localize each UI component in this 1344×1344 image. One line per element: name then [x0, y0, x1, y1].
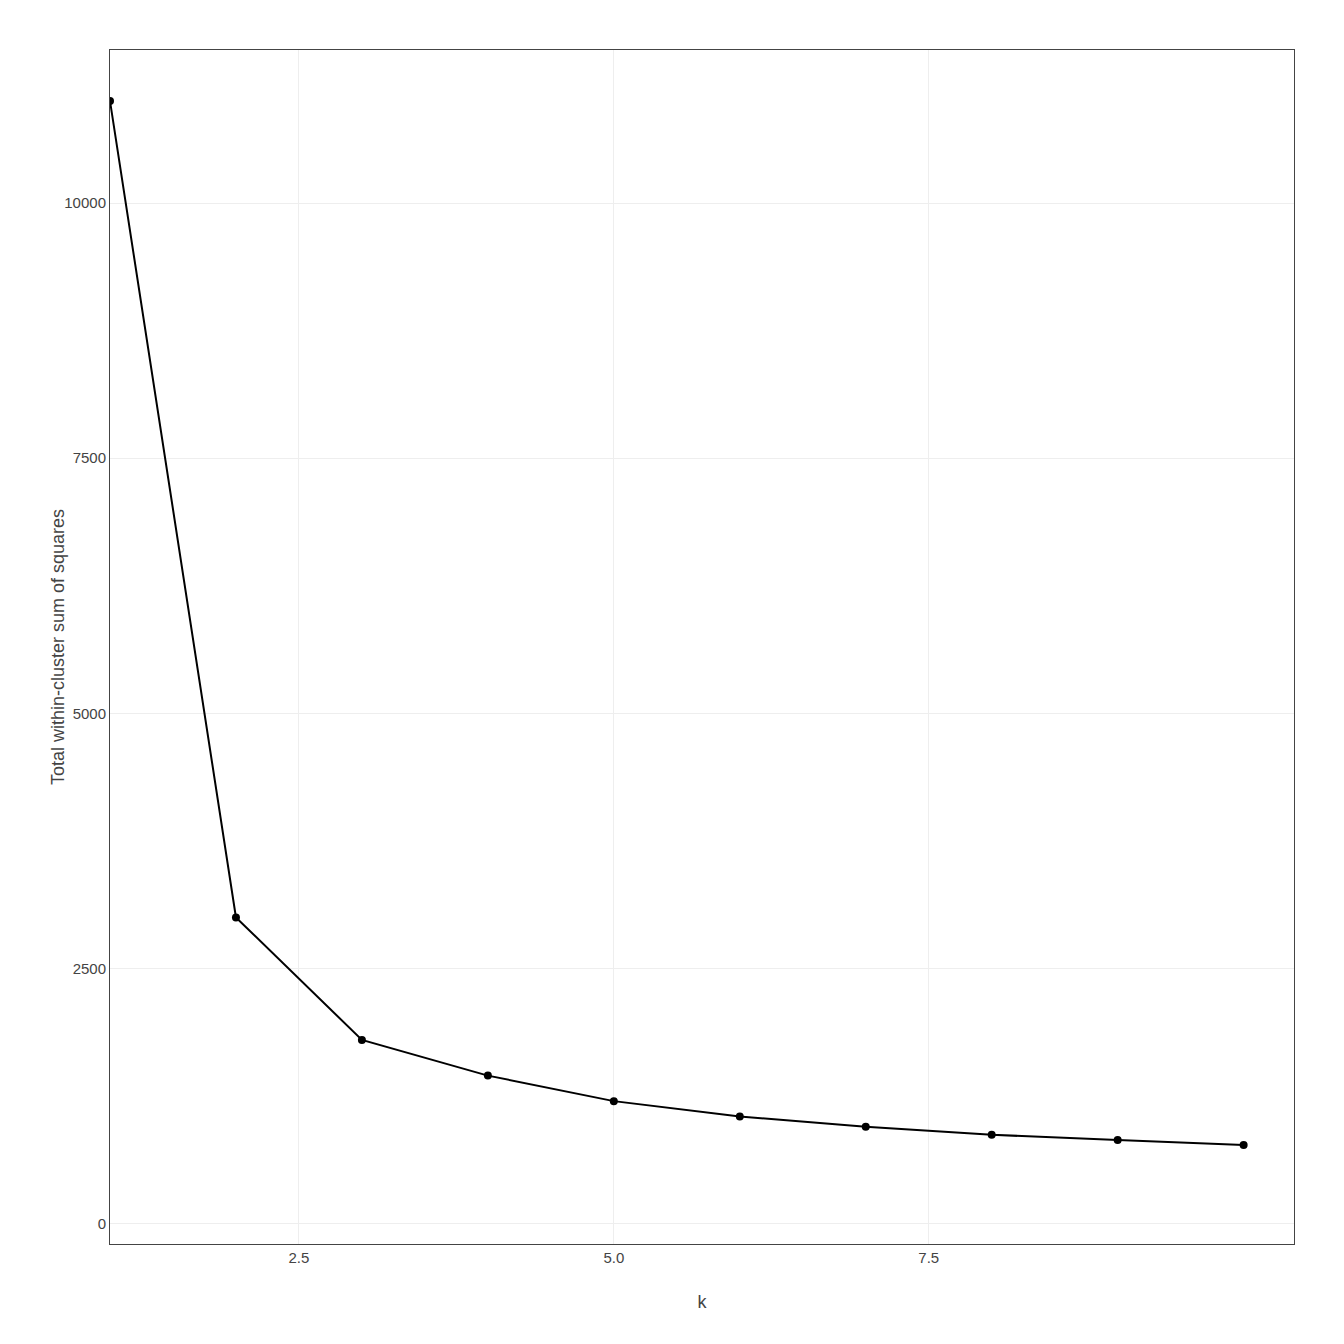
svg-text:0: 0 [98, 1215, 106, 1232]
svg-text:7500: 7500 [73, 449, 106, 466]
svg-text:2.5: 2.5 [289, 1249, 310, 1266]
svg-text:k: k [698, 1292, 708, 1312]
svg-text:7.5: 7.5 [918, 1249, 939, 1266]
svg-text:10000: 10000 [64, 194, 106, 211]
svg-text:5000: 5000 [73, 705, 106, 722]
svg-text:5.0: 5.0 [603, 1249, 624, 1266]
svg-text:2500: 2500 [73, 960, 106, 977]
svg-text:Total within-cluster sum of sq: Total within-cluster sum of squares [48, 509, 68, 785]
